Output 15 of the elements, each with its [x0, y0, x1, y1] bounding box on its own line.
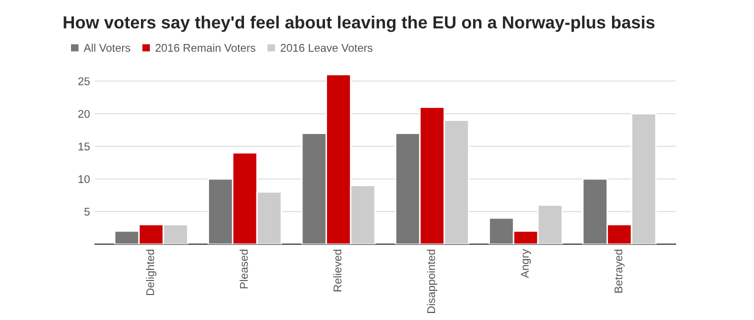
x-tick-label: Disappointed [426, 250, 438, 313]
x-tick-label: Angry [520, 249, 531, 278]
y-tick-label: 15 [78, 142, 90, 150]
legend-label: 2016 Leave Voters [280, 44, 372, 52]
x-tick-label: Betrayed [614, 250, 625, 293]
legend-label: All Voters [84, 44, 130, 52]
legend-label: 2016 Remain Voters [156, 44, 256, 52]
y-tick-label: 5 [84, 208, 90, 216]
x-tick-label: Pleased [240, 250, 248, 288]
y-tick-label: 20 [78, 110, 90, 118]
chart-title: How voters say they'd feel about leaving the EU on a Norway-plus basis [64, 16, 654, 32]
x-tick-label: Delighted [146, 250, 156, 296]
x-tick-label: Relieved [333, 250, 342, 292]
y-tick-label: 10 [78, 175, 90, 184]
y-tick-label: 25 [78, 77, 90, 86]
